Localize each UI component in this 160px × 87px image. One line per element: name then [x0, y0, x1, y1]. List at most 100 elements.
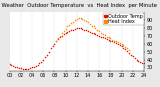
- Point: [36, 64, 39, 66]
- Point: [29, 68, 31, 69]
- Point: [113, 40, 115, 41]
- Legend: Outdoor Temp, Heat Index: Outdoor Temp, Heat Index: [103, 13, 144, 25]
- Point: [74, 19, 76, 21]
- Point: [31, 67, 33, 68]
- Point: [27, 68, 30, 70]
- Point: [83, 19, 86, 21]
- Point: [42, 59, 44, 60]
- Point: [23, 68, 26, 70]
- Point: [21, 68, 24, 70]
- Point: [16, 67, 18, 68]
- Point: [70, 23, 72, 24]
- Point: [8, 64, 11, 65]
- Point: [90, 32, 93, 33]
- Point: [61, 33, 63, 34]
- Point: [10, 64, 13, 66]
- Point: [62, 30, 65, 32]
- Point: [118, 44, 121, 45]
- Point: [124, 46, 127, 48]
- Point: [87, 22, 89, 23]
- Point: [98, 35, 100, 37]
- Point: [94, 34, 97, 35]
- Point: [59, 37, 61, 38]
- Point: [96, 34, 99, 36]
- Point: [85, 20, 87, 22]
- Point: [79, 27, 82, 29]
- Point: [48, 51, 50, 52]
- Point: [100, 36, 102, 37]
- Point: [61, 35, 63, 37]
- Point: [102, 37, 104, 38]
- Point: [62, 34, 65, 35]
- Point: [59, 35, 61, 37]
- Point: [14, 66, 16, 67]
- Point: [66, 26, 69, 27]
- Point: [12, 65, 15, 67]
- Point: [128, 49, 130, 51]
- Point: [89, 31, 91, 33]
- Point: [113, 41, 115, 43]
- Point: [105, 38, 108, 40]
- Point: [104, 34, 106, 36]
- Point: [98, 30, 100, 32]
- Point: [111, 41, 114, 42]
- Point: [135, 59, 138, 60]
- Point: [141, 62, 143, 63]
- Point: [109, 40, 112, 41]
- Point: [68, 30, 71, 32]
- Point: [46, 54, 48, 56]
- Point: [33, 66, 35, 67]
- Point: [104, 37, 106, 39]
- Point: [92, 33, 95, 34]
- Point: [83, 29, 86, 30]
- Point: [55, 41, 58, 42]
- Point: [107, 37, 110, 38]
- Point: [34, 65, 37, 67]
- Point: [96, 29, 99, 30]
- Point: [72, 29, 74, 30]
- Point: [64, 32, 67, 33]
- Point: [89, 23, 91, 25]
- Point: [55, 41, 58, 42]
- Point: [105, 36, 108, 37]
- Point: [76, 19, 78, 20]
- Point: [40, 61, 43, 63]
- Point: [57, 38, 59, 40]
- Point: [102, 34, 104, 35]
- Point: [77, 27, 80, 29]
- Point: [51, 45, 54, 47]
- Point: [68, 24, 71, 25]
- Point: [122, 47, 125, 48]
- Point: [20, 68, 22, 69]
- Point: [115, 42, 117, 44]
- Point: [137, 60, 140, 62]
- Point: [70, 30, 72, 31]
- Point: [87, 30, 89, 32]
- Point: [126, 48, 128, 49]
- Point: [79, 18, 82, 19]
- Point: [44, 56, 46, 58]
- Point: [111, 39, 114, 40]
- Point: [64, 28, 67, 29]
- Point: [49, 48, 52, 49]
- Point: [120, 45, 123, 47]
- Point: [130, 54, 132, 56]
- Point: [126, 50, 128, 52]
- Point: [74, 28, 76, 29]
- Point: [133, 57, 136, 59]
- Point: [76, 27, 78, 29]
- Point: [90, 25, 93, 26]
- Point: [132, 56, 134, 57]
- Point: [81, 19, 84, 20]
- Point: [120, 43, 123, 44]
- Point: [143, 63, 145, 64]
- Point: [122, 45, 125, 46]
- Point: [118, 42, 121, 44]
- Point: [117, 43, 119, 44]
- Point: [72, 21, 74, 22]
- Point: [38, 63, 41, 64]
- Point: [77, 18, 80, 19]
- Point: [57, 37, 59, 39]
- Point: [66, 31, 69, 33]
- Point: [107, 39, 110, 40]
